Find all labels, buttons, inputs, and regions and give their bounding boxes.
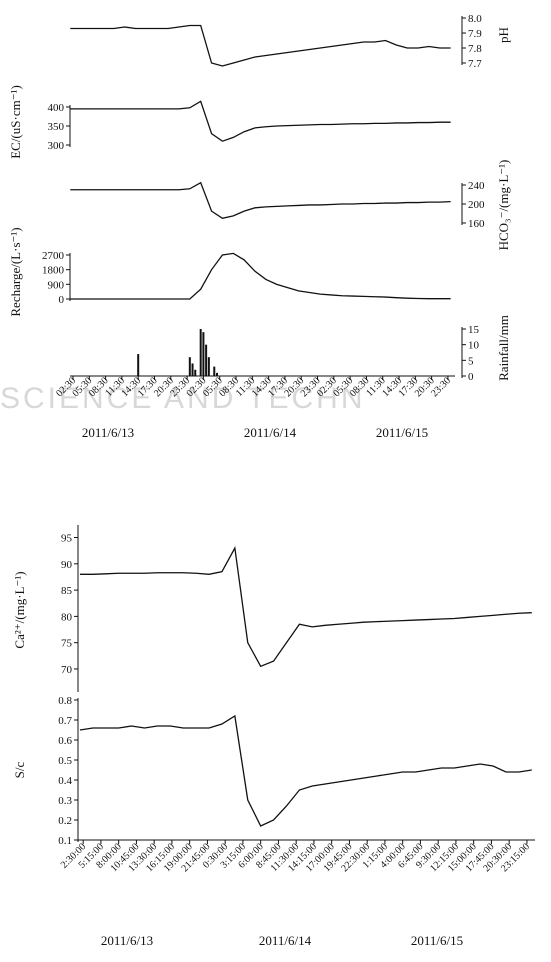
y-tick-label: 0.3 — [58, 795, 72, 807]
rain-bar — [215, 372, 218, 376]
x-tick-label: 23:30 — [429, 375, 453, 399]
y-tick-label: 7.9 — [468, 28, 482, 40]
series-line — [79, 714, 532, 827]
rain-bar — [213, 366, 216, 376]
y-axis-label: pH — [496, 27, 511, 43]
y-tick-label: 7.7 — [468, 58, 482, 70]
y-tick-label: 0.7 — [58, 715, 72, 727]
rain-bar — [199, 329, 202, 376]
y-tick-label: 240 — [468, 180, 485, 192]
y-tick-label: 95 — [61, 533, 73, 545]
y-tick-label: 75 — [61, 638, 73, 650]
series-line — [70, 100, 451, 142]
y-tick-label: 900 — [48, 279, 65, 291]
date-label: 2011/6/13 — [82, 425, 134, 440]
y-tick-label: 1800 — [42, 265, 65, 277]
series-line — [70, 24, 451, 67]
y-tick-label: 0.4 — [58, 775, 72, 787]
y-tick-label: 85 — [61, 585, 73, 597]
y-tick-label: 0 — [468, 371, 474, 383]
date-label: 2011/6/14 — [259, 933, 312, 948]
rain-bar — [205, 344, 208, 376]
y-tick-label: 0.2 — [58, 815, 72, 827]
y-axis-label: HCO₃⁻/(mg·L⁻¹) — [496, 160, 511, 251]
date-label: 2011/6/15 — [376, 425, 428, 440]
y-tick-label: 300 — [48, 140, 65, 152]
y-tick-label: 0 — [59, 294, 65, 306]
rain-bar — [194, 369, 197, 376]
y-tick-label: 15 — [468, 324, 480, 336]
y-tick-label: 160 — [468, 218, 485, 230]
y-tick-label: 10 — [468, 340, 480, 352]
y-tick-label: 400 — [48, 102, 65, 114]
y-tick-label: 70 — [61, 664, 73, 676]
y-axis-label: Ca²⁺/(mg·L⁻¹) — [12, 571, 27, 648]
y-axis-label: Rainfall/mm — [496, 315, 511, 381]
rain-bar — [202, 332, 205, 376]
y-tick-label: 0.5 — [58, 755, 72, 767]
y-axis-label: EC/(uS·cm⁻¹) — [8, 85, 23, 159]
rain-bar — [188, 357, 191, 376]
date-label: 2011/6/15 — [411, 933, 463, 948]
y-tick-label: 90 — [61, 559, 73, 571]
y-axis-label: S/c — [12, 761, 27, 778]
y-tick-label: 200 — [468, 199, 485, 211]
y-tick-label: 2700 — [42, 250, 65, 262]
date-label: 2011/6/14 — [244, 425, 297, 440]
y-tick-label: 0.1 — [58, 835, 72, 847]
rain-bar — [207, 357, 210, 376]
y-tick-label: 80 — [61, 611, 73, 623]
y-tick-label: 5 — [468, 355, 474, 367]
y-tick-label: 0.8 — [58, 695, 72, 707]
y-tick-label: 350 — [48, 121, 65, 133]
y-tick-label: 0.6 — [58, 735, 72, 747]
date-label: 2011/6/13 — [101, 933, 153, 948]
rain-bar — [191, 363, 194, 376]
y-tick-label: 7.8 — [468, 43, 482, 55]
series-line — [79, 545, 532, 668]
y-axis-label: Recharge/(L·s⁻¹) — [8, 227, 23, 316]
y-tick-label: 8.0 — [468, 13, 482, 25]
series-line — [70, 252, 451, 300]
watermark: SCIENCE AND TECHN — [0, 382, 366, 415]
series-line — [70, 181, 451, 219]
rain-bar — [137, 354, 140, 376]
